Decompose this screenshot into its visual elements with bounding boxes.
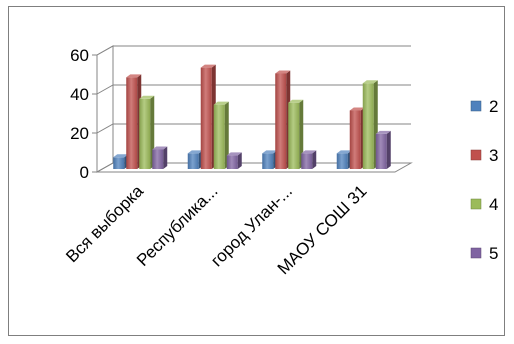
- legend-swatch: [470, 198, 482, 210]
- bar: [275, 70, 291, 169]
- y-tick-label: 60: [70, 46, 89, 65]
- y-tick-label: 20: [70, 124, 89, 143]
- bar-front: [262, 153, 274, 169]
- bar: [349, 107, 365, 169]
- bar-top: [187, 150, 203, 154]
- bar-side: [224, 101, 229, 169]
- bar-top: [152, 146, 168, 150]
- bar-front: [275, 73, 287, 169]
- bar-front: [139, 98, 151, 169]
- bar: [126, 74, 142, 169]
- legend-swatch: [470, 100, 482, 112]
- bar: [152, 146, 168, 169]
- bar-top: [336, 150, 352, 154]
- legend-swatch: [470, 149, 482, 161]
- bar: [213, 101, 229, 169]
- legend-label: 4: [489, 195, 498, 214]
- bar-front: [226, 155, 238, 169]
- bar: [375, 130, 391, 169]
- bar-front: [126, 77, 138, 169]
- bar: [139, 95, 155, 169]
- gridline: [96, 45, 411, 56]
- legend-label: 5: [489, 244, 498, 263]
- bar: [226, 152, 242, 169]
- bar: [113, 154, 129, 169]
- bar: [187, 150, 203, 169]
- chart-frame: [8, 6, 505, 336]
- legend-item: 4: [470, 195, 498, 214]
- legend-label: 3: [489, 146, 498, 165]
- y-tick-label: 0: [80, 163, 89, 182]
- bar-front: [349, 110, 361, 169]
- bar-top: [113, 154, 129, 158]
- chart-side-wall: [96, 45, 114, 173]
- bar-front: [200, 67, 212, 169]
- bar: [262, 150, 278, 169]
- bar: [336, 150, 352, 169]
- bar: [200, 64, 216, 169]
- bar-front: [213, 104, 225, 169]
- bar: [362, 80, 378, 169]
- bar: [288, 99, 304, 169]
- legend-swatch: [470, 247, 482, 259]
- bar-top: [126, 74, 142, 78]
- bar-top: [349, 107, 365, 111]
- bar-top: [200, 64, 216, 68]
- bar-side: [237, 152, 242, 169]
- bar-front: [362, 83, 374, 169]
- bar-side: [163, 146, 168, 169]
- bar-front: [288, 102, 300, 169]
- bar-side: [386, 130, 391, 169]
- bar-front: [187, 153, 199, 169]
- x-tick-label: Вся выборка: [62, 181, 147, 266]
- legend-label: 2: [489, 97, 498, 116]
- bar: [301, 150, 317, 169]
- bar-top: [375, 130, 391, 134]
- legend-item: 3: [470, 146, 498, 165]
- bar-front: [336, 153, 348, 169]
- bar-front: [301, 153, 313, 169]
- bar-top: [288, 99, 304, 103]
- bar-top: [275, 70, 291, 74]
- bar-front: [152, 149, 164, 169]
- gridline: [96, 123, 411, 134]
- bar-front: [113, 157, 125, 169]
- bar-top: [262, 150, 278, 154]
- bar-front: [375, 133, 387, 169]
- bar-top: [213, 101, 229, 105]
- legend-item: 2: [470, 97, 498, 116]
- bar-top: [139, 95, 155, 99]
- legend-item: 5: [470, 244, 498, 263]
- bar-top: [226, 152, 242, 156]
- y-tick-label: 40: [70, 85, 89, 104]
- bar-side: [299, 99, 304, 169]
- bar-top: [301, 150, 317, 154]
- bar-side: [312, 150, 317, 169]
- gridline: [96, 84, 411, 95]
- bar-top: [362, 80, 378, 84]
